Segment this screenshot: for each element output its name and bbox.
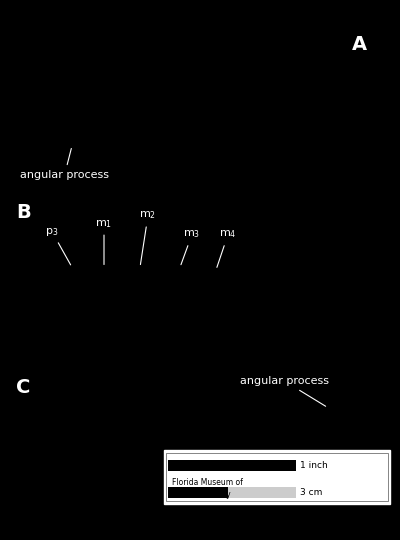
Text: B: B bbox=[16, 202, 31, 221]
Text: 3 cm: 3 cm bbox=[300, 488, 322, 497]
Text: angular process: angular process bbox=[20, 148, 109, 180]
FancyBboxPatch shape bbox=[228, 487, 296, 498]
Text: A: A bbox=[352, 35, 367, 54]
Text: m$_3$: m$_3$ bbox=[181, 228, 200, 265]
Text: C: C bbox=[16, 378, 30, 397]
Text: m$_4$: m$_4$ bbox=[217, 228, 237, 267]
FancyBboxPatch shape bbox=[164, 450, 390, 504]
Text: m$_2$: m$_2$ bbox=[140, 210, 156, 265]
FancyBboxPatch shape bbox=[168, 460, 296, 471]
Text: angular process: angular process bbox=[240, 376, 329, 406]
Text: 1 inch: 1 inch bbox=[300, 461, 328, 470]
Text: Florida Museum of
Natural History: Florida Museum of Natural History bbox=[172, 478, 243, 499]
FancyBboxPatch shape bbox=[168, 487, 228, 498]
Text: p$_3$: p$_3$ bbox=[45, 226, 71, 265]
Text: m$_1$: m$_1$ bbox=[96, 218, 112, 265]
